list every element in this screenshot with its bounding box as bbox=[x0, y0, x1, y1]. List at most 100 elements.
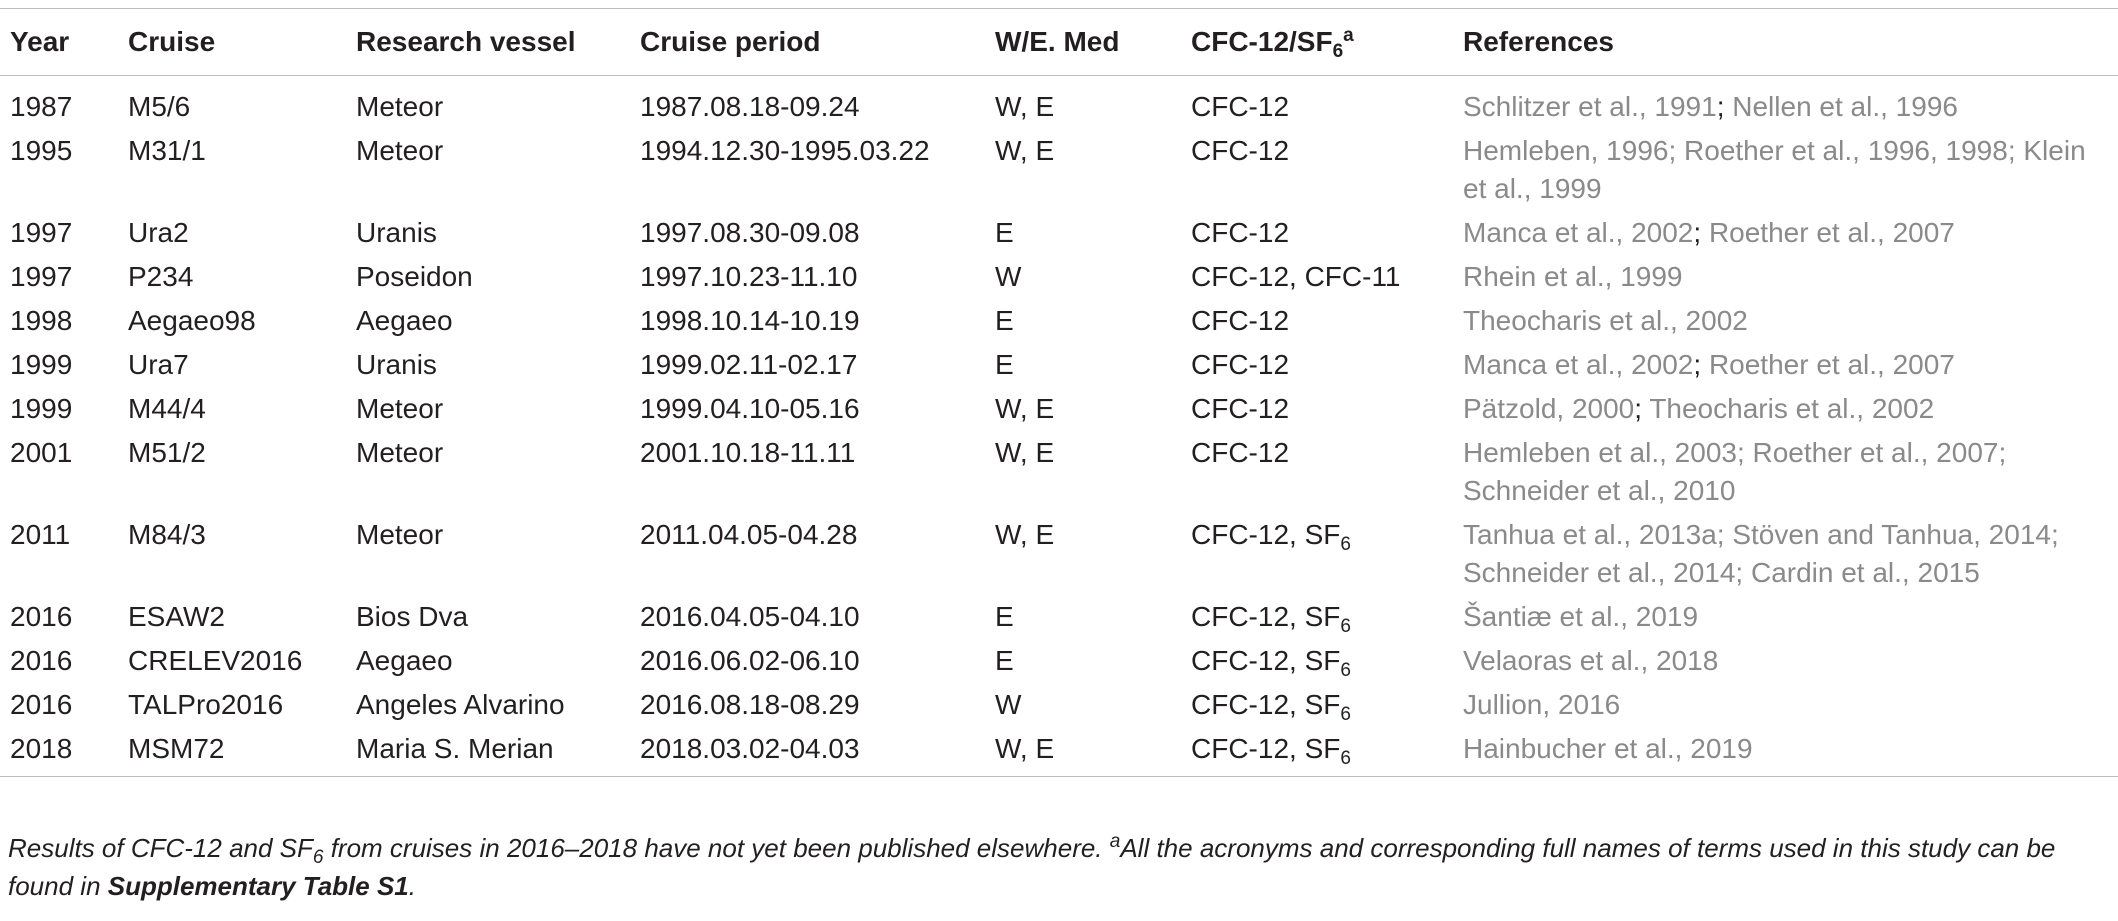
reference-line[interactable]: Schneider et al., 2010 bbox=[1463, 475, 1736, 506]
reference-link[interactable]: Manca et al., 2002 bbox=[1463, 349, 1694, 380]
cell-tracer: CFC-12, SF6 bbox=[1191, 592, 1463, 636]
footnote-end: . bbox=[408, 871, 417, 901]
cell-period: 1998.10.14-10.19 bbox=[640, 305, 860, 336]
cell-med: W, E bbox=[995, 135, 1055, 166]
reference-link[interactable]: Nellen et al., 1996 bbox=[1732, 91, 1958, 122]
cell-year: 1987 bbox=[10, 91, 73, 122]
tracer-text: CFC-12 bbox=[1191, 135, 1290, 166]
cell-tracer: CFC-12 bbox=[1191, 384, 1463, 428]
tracer-text: CFC-12 bbox=[1191, 349, 1290, 380]
cell-year: 2016 bbox=[10, 601, 73, 632]
cell-med: E bbox=[995, 305, 1014, 336]
supplementary-table-link[interactable]: Supplementary Table S1 bbox=[107, 871, 409, 901]
table-row: 1987 M5/6 Meteor 1987.08.18-09.24 W, E CFC-12… bbox=[0, 76, 2118, 127]
cell-med: W, E bbox=[995, 91, 1055, 122]
reference-link[interactable]: Schlitzer et al., 1991 bbox=[1463, 91, 1717, 122]
reference-link[interactable]: Roether et al., 2007 bbox=[1708, 349, 1955, 380]
cell-tracer: CFC-12 bbox=[1191, 126, 1463, 208]
cell-references: Schlitzer et al., 1991; Nellen et al., 1… bbox=[1463, 91, 1958, 122]
reference-line[interactable]: Hemleben, 1996; Roether et al., 1996, 19… bbox=[1463, 135, 2086, 166]
cell-vessel: Uranis bbox=[356, 217, 437, 248]
table-row: 1997 P234 Poseidon 1997.10.23-11.10 W CFC-12,… bbox=[0, 252, 2118, 296]
header-year: Year bbox=[10, 26, 70, 57]
cell-cruise: M44/4 bbox=[128, 393, 206, 424]
cell-vessel: Meteor bbox=[356, 519, 444, 550]
cell-med: E bbox=[995, 349, 1014, 380]
table-body: 1987 M5/6 Meteor 1987.08.18-09.24 W, E CFC-12… bbox=[0, 76, 2118, 777]
cell-references: Velaoras et al., 2018 bbox=[1463, 636, 2118, 680]
footnote-part2: from cruises in 2016–2018 have not yet b… bbox=[323, 833, 1110, 863]
cell-period: 2016.08.18-08.29 bbox=[640, 689, 860, 720]
cell-period: 2016.04.05-04.10 bbox=[640, 601, 860, 632]
cell-period: 1999.04.10-05.16 bbox=[640, 393, 860, 424]
cell-med: W, E bbox=[995, 519, 1055, 550]
reference-link[interactable]: Theocharis et al., 2002 bbox=[1463, 305, 1748, 336]
footnote-part1-sub: 6 bbox=[312, 847, 324, 868]
header-vessel: Research vessel bbox=[356, 26, 576, 57]
cell-cruise: M5/6 bbox=[128, 91, 191, 122]
cell-cruise: TALPro2016 bbox=[128, 689, 284, 720]
cell-year: 1998 bbox=[10, 305, 73, 336]
cell-cruise: ESAW2 bbox=[128, 601, 225, 632]
cell-cruise: P234 bbox=[128, 261, 194, 292]
cell-vessel: Aegaeo bbox=[356, 305, 453, 336]
cell-references: Hemleben, 1996; Roether et al., 1996, 19… bbox=[1463, 126, 2118, 208]
table-row: 1998 Aegaeo98 Aegaeo 1998.10.14-10.19 E CFC-1… bbox=[0, 296, 2118, 340]
reference-link[interactable]: Manca et al., 2002 bbox=[1463, 217, 1694, 248]
cell-year: 1995 bbox=[10, 135, 73, 166]
cell-med: E bbox=[995, 601, 1014, 632]
cell-tracer: CFC-12 bbox=[1191, 208, 1463, 252]
header-period: Cruise period bbox=[640, 26, 821, 57]
reference-line[interactable]: et al., 1999 bbox=[1463, 173, 1602, 204]
reference-line[interactable]: Schneider et al., 2014; Cardin et al., 2… bbox=[1463, 557, 1980, 588]
cell-cruise: M51/2 bbox=[128, 437, 206, 468]
cell-vessel: Bios Dva bbox=[356, 601, 469, 632]
cell-references: Hainbucher et al., 2019 bbox=[1463, 724, 2118, 777]
table-row: 2016 CRELEV2016 Aegaeo 2016.06.02-06.10 E CFC… bbox=[0, 636, 2118, 680]
tracer-text: CFC-12 bbox=[1191, 217, 1290, 248]
reference-link[interactable]: Roether et al., 2007 bbox=[1708, 217, 1955, 248]
table-row: 2016 TALPro2016 Angeles Alvarino 2016.08.18… bbox=[0, 680, 2118, 724]
header-references: References bbox=[1463, 26, 1614, 57]
reference-link[interactable]: Velaoras et al., 2018 bbox=[1463, 645, 1719, 676]
header-tracer-footnote-mark: a bbox=[1343, 25, 1354, 46]
reference-line[interactable]: Hemleben et al., 2003; Roether et al., 2… bbox=[1463, 437, 2007, 468]
cell-year: 1999 bbox=[10, 393, 73, 424]
cell-med: E bbox=[995, 645, 1014, 676]
cruise-table-container: Year Cruise Research vessel Cruise perio… bbox=[0, 8, 2118, 777]
reference-line[interactable]: Tanhua et al., 2013a; Stöven and Tanhua,… bbox=[1463, 519, 2059, 550]
cell-references: Jullion, 2016 bbox=[1463, 680, 2118, 724]
reference-link[interactable]: Šantiæ et al., 2019 bbox=[1463, 601, 1699, 632]
tracer-subscript: 6 bbox=[1340, 616, 1351, 637]
cell-references: Theocharis et al., 2002 bbox=[1463, 296, 2118, 340]
cell-vessel: Aegaeo bbox=[356, 645, 453, 676]
footnote-part3: All the acronyms and corresponding full … bbox=[8, 833, 2056, 901]
cell-cruise: M84/3 bbox=[128, 519, 206, 550]
tracer-subscript: 6 bbox=[1340, 534, 1351, 555]
cell-vessel: Meteor bbox=[356, 437, 444, 468]
cell-period: 1999.02.11-02.17 bbox=[640, 349, 858, 380]
table-footnote: Results of CFC-12 and SF6 from cruises i… bbox=[8, 829, 2108, 905]
reference-link[interactable]: Jullion, 2016 bbox=[1463, 689, 1621, 720]
reference-link[interactable]: Theocharis et al., 2002 bbox=[1649, 393, 1935, 424]
cell-references: Tanhua et al., 2013a; Stöven and Tanhua,… bbox=[1463, 510, 2118, 592]
cell-references: Rhein et al., 1999 bbox=[1463, 252, 2118, 296]
header-tracer: CFC-12/SF6a bbox=[1191, 9, 1463, 76]
tracer-subscript: 6 bbox=[1340, 660, 1351, 681]
tracer-text: CFC-12, SF bbox=[1191, 645, 1341, 676]
cell-period: 1997.10.23-11.10 bbox=[640, 261, 858, 292]
reference-link[interactable]: Pätzold, 2000 bbox=[1463, 393, 1635, 424]
cell-year: 2001 bbox=[10, 437, 73, 468]
cell-period: 2011.04.05-04.28 bbox=[640, 519, 858, 550]
cell-period: 1994.12.30-1995.03.22 bbox=[640, 135, 930, 166]
reference-link[interactable]: Rhein et al., 1999 bbox=[1463, 261, 1683, 292]
cell-tracer: CFC-12 bbox=[1191, 428, 1463, 510]
cell-med: W, E bbox=[995, 393, 1055, 424]
tracer-text: CFC-12, SF bbox=[1191, 689, 1341, 720]
reference-link[interactable]: Hainbucher et al., 2019 bbox=[1463, 733, 1753, 764]
cell-vessel: Uranis bbox=[356, 349, 437, 380]
cell-med: W bbox=[995, 261, 1022, 292]
cell-cruise: MSM72 bbox=[128, 733, 225, 764]
cell-tracer: CFC-12, SF6 bbox=[1191, 680, 1463, 724]
cell-vessel: Poseidon bbox=[356, 261, 473, 292]
